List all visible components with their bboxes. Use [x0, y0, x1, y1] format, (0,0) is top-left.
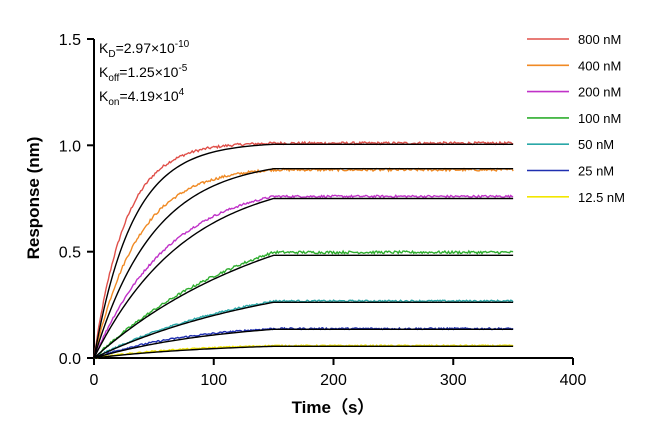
- x-tick-label: 200: [320, 372, 347, 389]
- fit-curve-50-nM: [93, 301, 514, 359]
- data-series-800-nM: [93, 140, 514, 359]
- data-series-200-nM: [93, 194, 514, 359]
- kd-annotation: KD=2.97×10-10: [99, 39, 190, 60]
- legend-label: 100 nM: [578, 111, 621, 126]
- fit-curve-200-nM: [93, 197, 514, 359]
- data-series-100-nM: [93, 249, 514, 359]
- y-axis-title: Response (nm): [24, 137, 43, 260]
- legend-label: 50 nM: [578, 137, 614, 152]
- data-series-400-nM: [93, 167, 514, 359]
- fit-curves: [93, 143, 514, 359]
- x-tick-label: 300: [440, 372, 467, 389]
- y-ticks: 0.0 0.5 1.0 1.5: [59, 32, 94, 368]
- fit-curve-400-nM: [93, 168, 514, 359]
- x-tick-label: 0: [90, 372, 99, 389]
- y-tick-label: 1.5: [59, 32, 81, 49]
- kinetic-constants: KD=2.97×10-10 Koff=1.25×10-5 Kon=4.19×10…: [99, 39, 190, 108]
- x-ticks: 0 100 200 300 400: [90, 358, 587, 389]
- y-tick-label: 0.5: [59, 245, 81, 262]
- y-tick-label: 0.0: [59, 351, 81, 368]
- legend-label: 12.5 nM: [578, 190, 625, 205]
- data-series-25-nM: [93, 326, 514, 359]
- fit-curve-100-nM: [93, 254, 514, 359]
- fit-curve-12-5-nM: [93, 345, 514, 359]
- x-tick-label: 400: [560, 372, 587, 389]
- data-curves: [93, 140, 514, 359]
- legend-label: 25 nM: [578, 164, 614, 179]
- fit-curve-800-nM: [93, 143, 514, 359]
- legend: 800 nM 400 nM 200 nM 100 nM 50 nM 25 nM 12.5 n…: [527, 32, 625, 205]
- x-tick-label: 100: [200, 372, 227, 389]
- legend-label: 800 nM: [578, 32, 621, 47]
- y-tick-label: 1.0: [59, 138, 81, 155]
- kon-annotation: Kon=4.19×104: [99, 87, 185, 108]
- legend-label: 200 nM: [578, 85, 621, 100]
- legend-label: 400 nM: [578, 58, 621, 73]
- koff-annotation: Koff=1.25×10-5: [99, 63, 188, 84]
- x-axis-title: Time（s）: [292, 397, 375, 417]
- data-series-12-5-nM: [93, 344, 514, 359]
- fit-curve-25-nM: [93, 328, 514, 359]
